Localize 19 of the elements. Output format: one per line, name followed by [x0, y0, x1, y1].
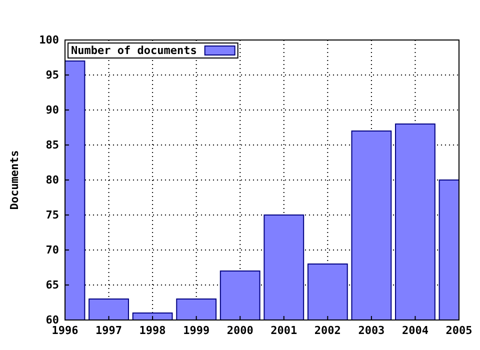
- y-axis-title: Documents: [8, 150, 21, 210]
- x-tick-label: 2002: [314, 324, 341, 337]
- y-tick-label: 75: [46, 208, 59, 222]
- x-tick-label: 2003: [358, 324, 385, 337]
- x-tick-label: 1997: [96, 324, 122, 337]
- x-tick-label: 1999: [183, 324, 210, 337]
- y-tick-label: 80: [46, 174, 59, 187]
- x-tick-label: 1998: [139, 324, 166, 337]
- y-tick-label: 85: [46, 138, 59, 152]
- x-tick-label: 2000: [226, 324, 254, 337]
- y-tick-label: 65: [46, 278, 59, 292]
- y-tick-label: 90: [46, 104, 59, 117]
- y-tick-label: 95: [46, 68, 59, 82]
- x-tick-label: 2004: [402, 324, 429, 337]
- legend-label: Number of documents: [71, 44, 197, 57]
- y-tick-label: 70: [46, 244, 59, 257]
- x-tick-label: 2005: [446, 324, 472, 337]
- x-tick-label: 2001: [270, 324, 298, 337]
- y-tick-label: 100: [39, 34, 59, 47]
